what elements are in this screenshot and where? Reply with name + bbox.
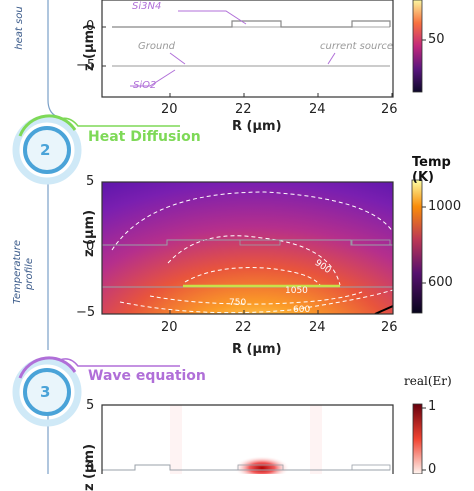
contour-label-600: 600 <box>293 305 311 315</box>
panel3-ytick-5: 5 <box>86 398 95 413</box>
sio2-annotation: SiO2 <box>133 80 157 91</box>
panel2-xtick-20: 20 <box>161 320 178 335</box>
panel2-colorbar <box>411 179 423 314</box>
panel2-colorbar-title: Temp (K) <box>412 155 451 185</box>
panel1-frame <box>101 0 394 98</box>
panel2-xtick-22: 22 <box>235 320 252 335</box>
panel1-yticks <box>102 26 106 67</box>
step3-number: 3 <box>40 383 51 401</box>
panel3-ytick-0: 0 <box>86 461 95 476</box>
contour-label-750: 750 <box>229 298 247 308</box>
step2-title: Heat Diffusion <box>88 129 201 145</box>
panel3-frame <box>101 404 394 474</box>
panel1-xtick-22: 22 <box>235 102 252 117</box>
panel2-ytick-0: 0 <box>86 239 95 254</box>
panel1-side-label: heat sou <box>14 6 25 50</box>
panel1-xtick-24: 24 <box>309 102 326 117</box>
step2-badge <box>12 114 180 185</box>
panel1-xticks <box>169 93 393 97</box>
panel1-xtick-26: 26 <box>381 102 398 117</box>
panel2-side-label-line2: profile <box>24 258 35 290</box>
panel2-ytick-5: 5 <box>86 174 95 189</box>
panel2-colorbar-tick-1000: 1000 <box>428 199 462 214</box>
panel1-ytick-neg5: −5 <box>76 58 96 73</box>
panel2-side-label-line1: Temperature <box>12 239 23 304</box>
panel2-r-axis-label: R (μm) <box>232 342 282 357</box>
panel2-xticks <box>169 310 319 314</box>
step3-badge <box>12 356 180 427</box>
panel2-heatmap <box>102 182 393 314</box>
si3n4-annotation: Si3N4 <box>132 1 162 12</box>
panel3-field <box>102 405 393 474</box>
sio2-leader <box>130 69 176 87</box>
panel3-colorbar-tick-0: 0 <box>428 462 437 477</box>
panel2-ytick-neg5: −5 <box>76 305 96 320</box>
panel2-colorbar-tick-600: 600 <box>428 275 453 290</box>
flow-line-top <box>47 0 57 117</box>
panel1-xtick-20: 20 <box>161 102 178 117</box>
panel3-colorbar-title: real(Er) <box>404 374 452 388</box>
panel2-xtick-24: 24 <box>309 320 326 335</box>
si3n4-leader <box>178 10 247 25</box>
source-leader <box>327 52 336 65</box>
contour-label-1050: 1050 <box>285 286 308 296</box>
panel1-colorbar <box>412 0 423 93</box>
step3-title: Wave equation <box>88 368 206 384</box>
figure-graphics <box>12 0 426 474</box>
figure: heat sou Temperature profile 2 Heat Diff… <box>12 0 462 491</box>
panel2-xtick-26: 26 <box>381 320 398 335</box>
ground-annotation: Ground <box>138 41 176 52</box>
panel3-colorbar-tick-1: 1 <box>428 399 437 414</box>
si3n4-layer <box>112 20 391 28</box>
panel1-ytick-0: 0 <box>86 19 95 34</box>
panel3-colorbar <box>412 403 423 474</box>
step2-number: 2 <box>40 141 51 159</box>
ground-leader <box>169 52 186 65</box>
panel2-side-label: Temperature profile <box>12 239 36 304</box>
current-source-annotation: current source <box>320 41 394 52</box>
panel1-r-axis-label: R (μm) <box>232 119 282 134</box>
panel2-frame <box>101 181 394 315</box>
panel1-colorbar-tick: 50 <box>428 32 445 47</box>
